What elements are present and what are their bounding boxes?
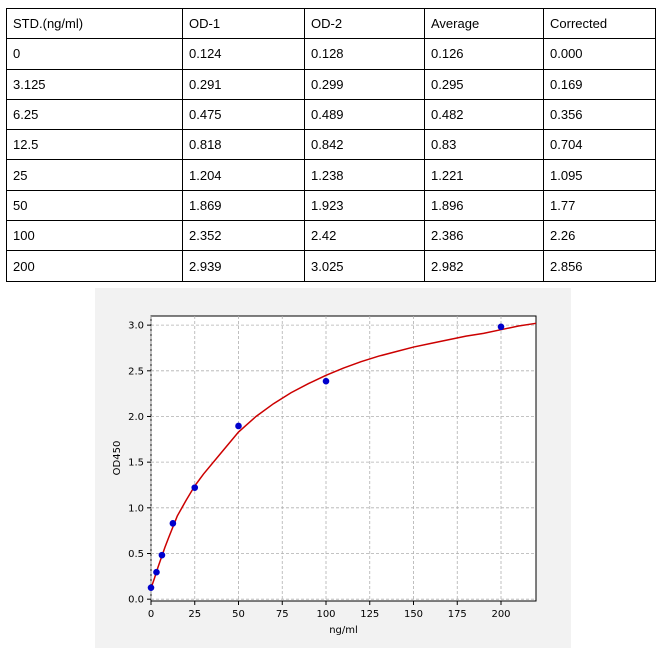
x-tick-label: 125 (360, 609, 379, 620)
y-tick-label: 1.5 (128, 458, 144, 469)
data-point (191, 484, 199, 491)
table-cell: 0.842 (304, 129, 425, 161)
table-cell: 0.818 (182, 129, 305, 161)
table-cell: 1.221 (424, 159, 544, 191)
table-cell: 0.356 (543, 98, 656, 131)
table-row: 12.5 0.818 0.842 0.83 0.704 (6, 129, 656, 161)
y-tick-label: 0.5 (128, 549, 144, 560)
table-header-cell: Average (424, 7, 544, 40)
table-cell: 1.204 (182, 159, 305, 191)
y-tick-label: 3.0 (128, 321, 144, 332)
data-point (147, 584, 155, 591)
x-tick-label: 0 (148, 609, 154, 620)
table-cell: 1.896 (424, 189, 544, 222)
table-cell: 1.77 (543, 189, 656, 222)
x-tick-label: 25 (188, 609, 201, 620)
fit-curve-line (150, 322, 537, 589)
x-tick-label: 50 (232, 609, 245, 620)
table-cell: 0.000 (543, 38, 656, 70)
y-tick-label: 2.5 (128, 366, 144, 377)
data-point (153, 568, 160, 576)
table-cell: 1.869 (182, 189, 305, 222)
table-cell: 0.128 (304, 38, 425, 70)
x-tick-label: 200 (491, 609, 510, 620)
standard-curve-chart: 0 25 50 75 100 125 150 175 200 0.0 0.5 1.0 1.5 2.0 2.5… (112, 315, 537, 636)
table-row: 0 0.124 0.128 0.126 0.000 (6, 38, 656, 70)
table-header-cell: Corrected (543, 7, 656, 40)
table-cell: 0 (6, 38, 183, 70)
table-cell: 0.291 (182, 68, 305, 100)
table-cell: 2.856 (543, 250, 656, 282)
table-cell: 0.489 (304, 98, 425, 131)
chart-panel: 0 25 50 75 100 125 150 175 200 0.0 0.5 1.0 1.5 2.0 2.5… (95, 288, 571, 648)
table-cell: 2.939 (182, 250, 305, 282)
table-cell: 3.025 (304, 250, 425, 282)
table-cell: 1.095 (543, 159, 656, 191)
table-cell: 0.295 (424, 68, 544, 100)
table-row: 100 2.352 2.42 2.386 2.26 (6, 220, 656, 252)
x-axis-label: ng/ml (329, 625, 358, 636)
standard-curve-table: STD.(ng/ml) OD-1 OD-2 Average Corrected 0 0.12… (6, 7, 656, 282)
table-cell: 1.923 (304, 189, 425, 222)
data-point (322, 377, 330, 385)
table-cell: 1.238 (304, 159, 425, 191)
data-point (497, 323, 505, 331)
plot-area (150, 315, 537, 602)
table-cell: 2.26 (543, 220, 656, 252)
table-cell: 100 (6, 220, 183, 252)
y-tick-label: 1.0 (128, 503, 144, 514)
table-cell: 2.42 (304, 220, 425, 252)
table-cell: 0.83 (424, 129, 544, 161)
table-cell: 25 (6, 159, 183, 191)
table-row: 50 1.869 1.923 1.896 1.77 (6, 189, 656, 222)
table-cell: 3.125 (6, 68, 183, 100)
table-cell: 50 (6, 189, 183, 222)
y-tick-label: 0.0 (128, 595, 144, 606)
x-tick-label: 175 (448, 609, 467, 620)
table-header-cell: OD-1 (182, 7, 305, 40)
table-row: 25 1.204 1.238 1.221 1.095 (6, 159, 656, 191)
data-point (169, 520, 177, 527)
y-axis-label: OD450 (112, 441, 123, 476)
table-cell: 0.124 (182, 38, 305, 70)
table-cell: 6.25 (6, 98, 183, 131)
table-cell: 0.169 (543, 68, 656, 100)
table-cell: 12.5 (6, 129, 183, 161)
x-tick-label: 75 (276, 609, 289, 620)
table-row: 6.25 0.475 0.489 0.482 0.356 (6, 98, 656, 131)
table-cell: 2.352 (182, 220, 305, 252)
table-row: 200 2.939 3.025 2.982 2.856 (6, 250, 656, 282)
y-tick-label: 2.0 (128, 412, 144, 423)
table-cell: 2.386 (424, 220, 544, 252)
table-cell: 0.299 (304, 68, 425, 100)
table-cell: 200 (6, 250, 183, 282)
table-header-row: STD.(ng/ml) OD-1 OD-2 Average Corrected (6, 7, 656, 40)
data-point (158, 551, 166, 559)
table-cell: 0.482 (424, 98, 544, 131)
table-row: 3.125 0.291 0.299 0.295 0.169 (6, 68, 656, 100)
x-tick-label: 100 (316, 609, 335, 620)
data-point (235, 422, 242, 430)
table-header-cell: OD-2 (304, 7, 425, 40)
x-tick-label: 150 (404, 609, 423, 620)
table-cell: 0.704 (543, 129, 656, 161)
table-cell: 0.126 (424, 38, 544, 70)
table-header-cell: STD.(ng/ml) (6, 7, 183, 40)
table-cell: 0.475 (182, 98, 305, 131)
table-cell: 2.982 (424, 250, 544, 282)
